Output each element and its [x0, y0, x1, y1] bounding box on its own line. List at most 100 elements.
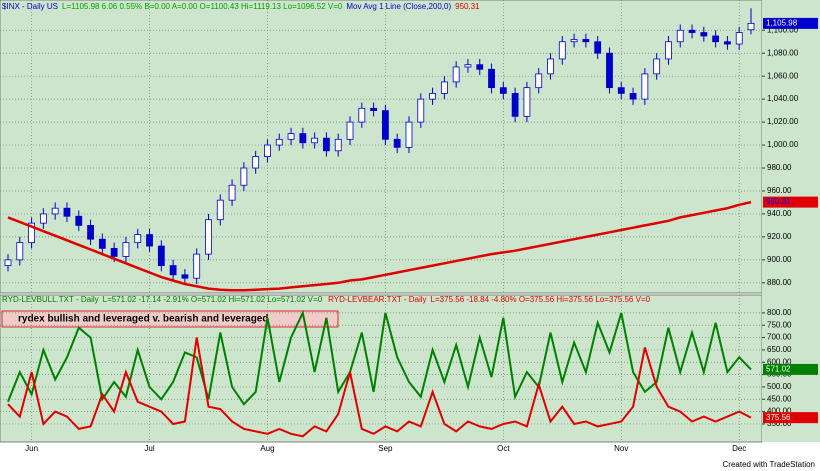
candle-body: [452, 66, 460, 83]
last-value-label: 1,105.98: [766, 19, 798, 28]
legend-name: RYD-LEVBULL.TXT - Daily: [2, 295, 99, 304]
candle-body: [370, 107, 378, 112]
candle-body: [582, 39, 590, 43]
header: RYD-LEVBULL.TXT - Daily L=571.02 -17.14 -…: [2, 295, 651, 304]
candle-body: [334, 138, 342, 152]
y-tick-label: 940.00: [767, 209, 792, 218]
candle-body: [75, 215, 83, 226]
candle-body: [724, 41, 731, 45]
candle-body: [122, 242, 130, 257]
candle-body: [157, 245, 165, 266]
x-tick-label: Aug: [260, 444, 274, 453]
last-value-label: 571.02: [766, 365, 791, 374]
y-tick-label: 1,080.00: [767, 48, 799, 57]
candle-body: [146, 234, 153, 247]
last-value-label: 950.31: [766, 197, 791, 206]
candle-body: [311, 137, 319, 144]
header-overlay-value: 950.31: [455, 2, 480, 11]
y-tick-label: 350.00: [767, 419, 792, 428]
candle-body: [264, 144, 271, 157]
y-tick-label: 880.00: [767, 278, 792, 287]
candle-body: [629, 92, 637, 100]
footer: Created with TradeStation: [723, 460, 816, 469]
candle-body: [676, 29, 684, 43]
annotation: rydex bullish and leveraged v. bearish a…: [18, 314, 268, 325]
y-tick-label: 960.00: [767, 186, 792, 195]
candle-body: [712, 35, 720, 43]
y-tick-label: 1,000.00: [767, 140, 799, 149]
candle-body: [476, 64, 484, 70]
y-tick-label: 980.00: [767, 163, 792, 172]
candle-body: [110, 247, 118, 257]
candle-body: [558, 41, 566, 60]
candle-body: [346, 121, 354, 140]
y-tick-label: 400.00: [767, 407, 792, 416]
candle-body: [181, 274, 189, 279]
candle-body: [617, 87, 625, 94]
y-tick-label: 1,100.00: [767, 25, 799, 34]
candle-body: [570, 39, 578, 43]
series-line: [7, 309, 752, 406]
candle-body: [523, 87, 531, 117]
candle-body: [205, 219, 212, 255]
series-line: [7, 337, 752, 438]
candle-body: [440, 81, 448, 94]
header-overlay: Mov Avg 1 Line (Close,200,0): [346, 2, 451, 11]
candle-body: [665, 41, 672, 60]
candle-body: [606, 52, 613, 89]
candle-body: [535, 73, 543, 89]
candle-body: [735, 32, 743, 45]
y-tick-label: 920.00: [767, 232, 792, 241]
candle-body: [193, 253, 201, 279]
last-value-box: [763, 412, 818, 424]
header: $INX - Daily US L=1105.98 6.06 0.55% B=0.…: [2, 2, 480, 11]
candle-body: [63, 207, 71, 217]
candle-body: [653, 58, 661, 75]
last-value-box: [763, 196, 818, 208]
x-tick-label: Jul: [144, 444, 154, 453]
candle-body: [240, 167, 248, 186]
candle-body: [299, 133, 307, 144]
candle-body: [464, 64, 472, 68]
x-tick-label: Nov: [614, 444, 628, 453]
y-tick-label: 450.00: [767, 394, 792, 403]
candle-body: [134, 234, 142, 244]
last-value-box: [763, 17, 818, 29]
candle-body: [594, 41, 602, 54]
candle-body: [51, 207, 59, 215]
candle-body: [28, 222, 35, 244]
candle-body: [287, 133, 295, 140]
candle-body: [747, 22, 755, 31]
x-tick-label: Oct: [497, 444, 510, 453]
candle-body: [393, 138, 401, 148]
candle-body: [358, 107, 366, 123]
candle-body: [216, 199, 224, 221]
candle-body: [688, 29, 696, 33]
y-tick-label: 600.00: [767, 357, 792, 366]
legend-info: L=571.02 -17.14 -2.91% O=571.02 Hi=571.0…: [103, 295, 323, 304]
candle-body: [700, 32, 708, 37]
moving-average: [7, 200, 752, 292]
candle-body: [252, 156, 260, 169]
candle-body: [429, 92, 436, 100]
candle-body: [275, 138, 283, 146]
candle-body: [39, 213, 47, 224]
y-tick-label: 650.00: [767, 345, 792, 354]
candle-body: [641, 73, 649, 100]
x-tick-label: Sep: [378, 444, 393, 453]
legend-name: RYD-LEVBEAR.TXT - Daily: [328, 295, 426, 304]
header-info: L=1105.98 6.06 0.55% B=0.00 A=0.00 O=110…: [62, 2, 343, 11]
y-tick-label: 1,060.00: [767, 71, 799, 80]
y-tick-label: 800.00: [767, 308, 792, 317]
candle-body: [4, 259, 12, 266]
candle-body: [511, 92, 519, 117]
annotation-box: [1, 310, 339, 328]
x-tick-label: Jun: [25, 444, 38, 453]
candle-body: [16, 242, 24, 261]
candle-body: [499, 87, 507, 94]
candle-body: [405, 121, 413, 148]
candle-body: [169, 265, 177, 276]
candle-body: [87, 225, 94, 240]
candle-body: [488, 68, 495, 89]
